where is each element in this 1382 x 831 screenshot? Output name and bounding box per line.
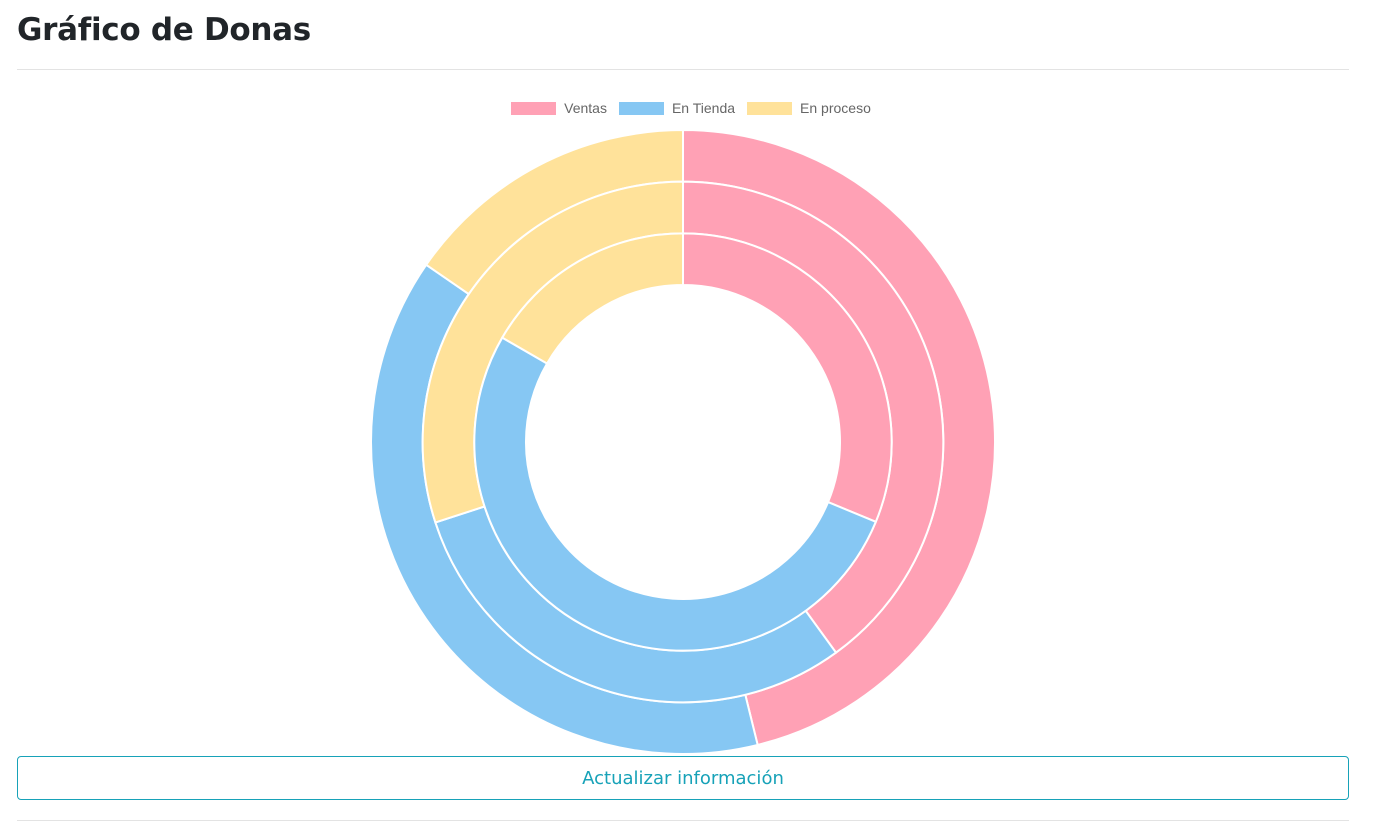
donut-slice-ring3-en-proceso[interactable] — [500, 232, 684, 365]
legend-swatch-ventas — [511, 101, 557, 115]
legend-label-ventas: Ventas — [564, 100, 607, 116]
donut-slice-ring3-en-tienda[interactable] — [473, 336, 878, 652]
legend-label-en-tienda: En Tienda — [671, 100, 736, 116]
page-title: Gráfico de Donas — [17, 12, 311, 48]
chart-legend: Ventas En Tienda En proceso — [0, 99, 1382, 117]
footer-divider — [17, 820, 1349, 821]
legend-swatch-en-tienda — [618, 101, 664, 115]
donut-slice-ring3-ventas[interactable] — [682, 232, 893, 524]
refresh-button[interactable]: Actualizar información — [17, 756, 1349, 800]
legend-item-ventas[interactable]: Ventas — [511, 99, 607, 117]
legend-label-en-proceso: En proceso — [800, 100, 871, 116]
header-divider — [17, 69, 1349, 70]
legend-swatch-en-proceso — [747, 101, 793, 115]
legend-item-en-tienda[interactable]: En Tienda — [618, 99, 736, 117]
legend-item-en-proceso[interactable]: En proceso — [747, 99, 871, 117]
